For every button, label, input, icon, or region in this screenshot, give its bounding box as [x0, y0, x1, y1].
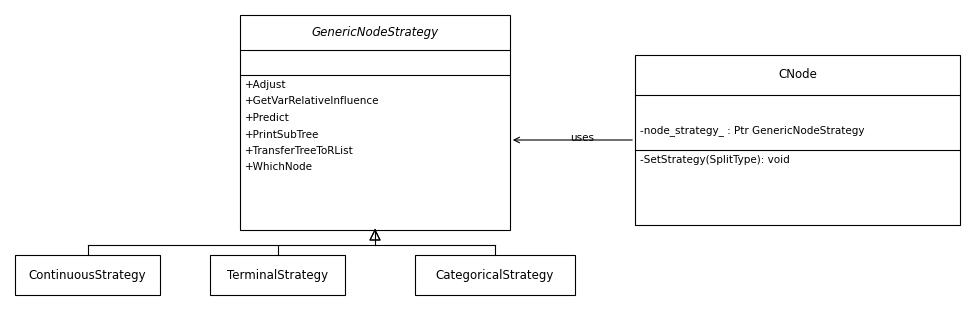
- Text: GenericNodeStrategy: GenericNodeStrategy: [312, 26, 439, 39]
- Text: +TransferTreeToRList: +TransferTreeToRList: [245, 146, 354, 156]
- Text: TerminalStrategy: TerminalStrategy: [227, 268, 328, 281]
- Bar: [635, 55, 960, 225]
- Text: +WhichNode: +WhichNode: [245, 162, 313, 172]
- Text: -SetStrategy(SplitType): void: -SetStrategy(SplitType): void: [640, 155, 790, 165]
- Text: -node_strategy_ : Ptr GenericNodeStrategy: -node_strategy_ : Ptr GenericNodeStrateg…: [640, 125, 864, 136]
- Text: +GetVarRelativeInfluence: +GetVarRelativeInfluence: [245, 96, 379, 107]
- Bar: [240, 15, 510, 230]
- Bar: [415, 255, 575, 295]
- Text: uses: uses: [570, 133, 594, 143]
- Bar: [15, 255, 160, 295]
- Text: +PrintSubTree: +PrintSubTree: [245, 130, 319, 140]
- Text: CNode: CNode: [778, 69, 817, 82]
- Text: +Adjust: +Adjust: [245, 80, 286, 90]
- Polygon shape: [370, 230, 380, 240]
- Bar: [210, 255, 345, 295]
- Text: CategoricalStrategy: CategoricalStrategy: [436, 268, 554, 281]
- Text: +Predict: +Predict: [245, 113, 290, 123]
- Text: ContinuousStrategy: ContinuousStrategy: [28, 268, 146, 281]
